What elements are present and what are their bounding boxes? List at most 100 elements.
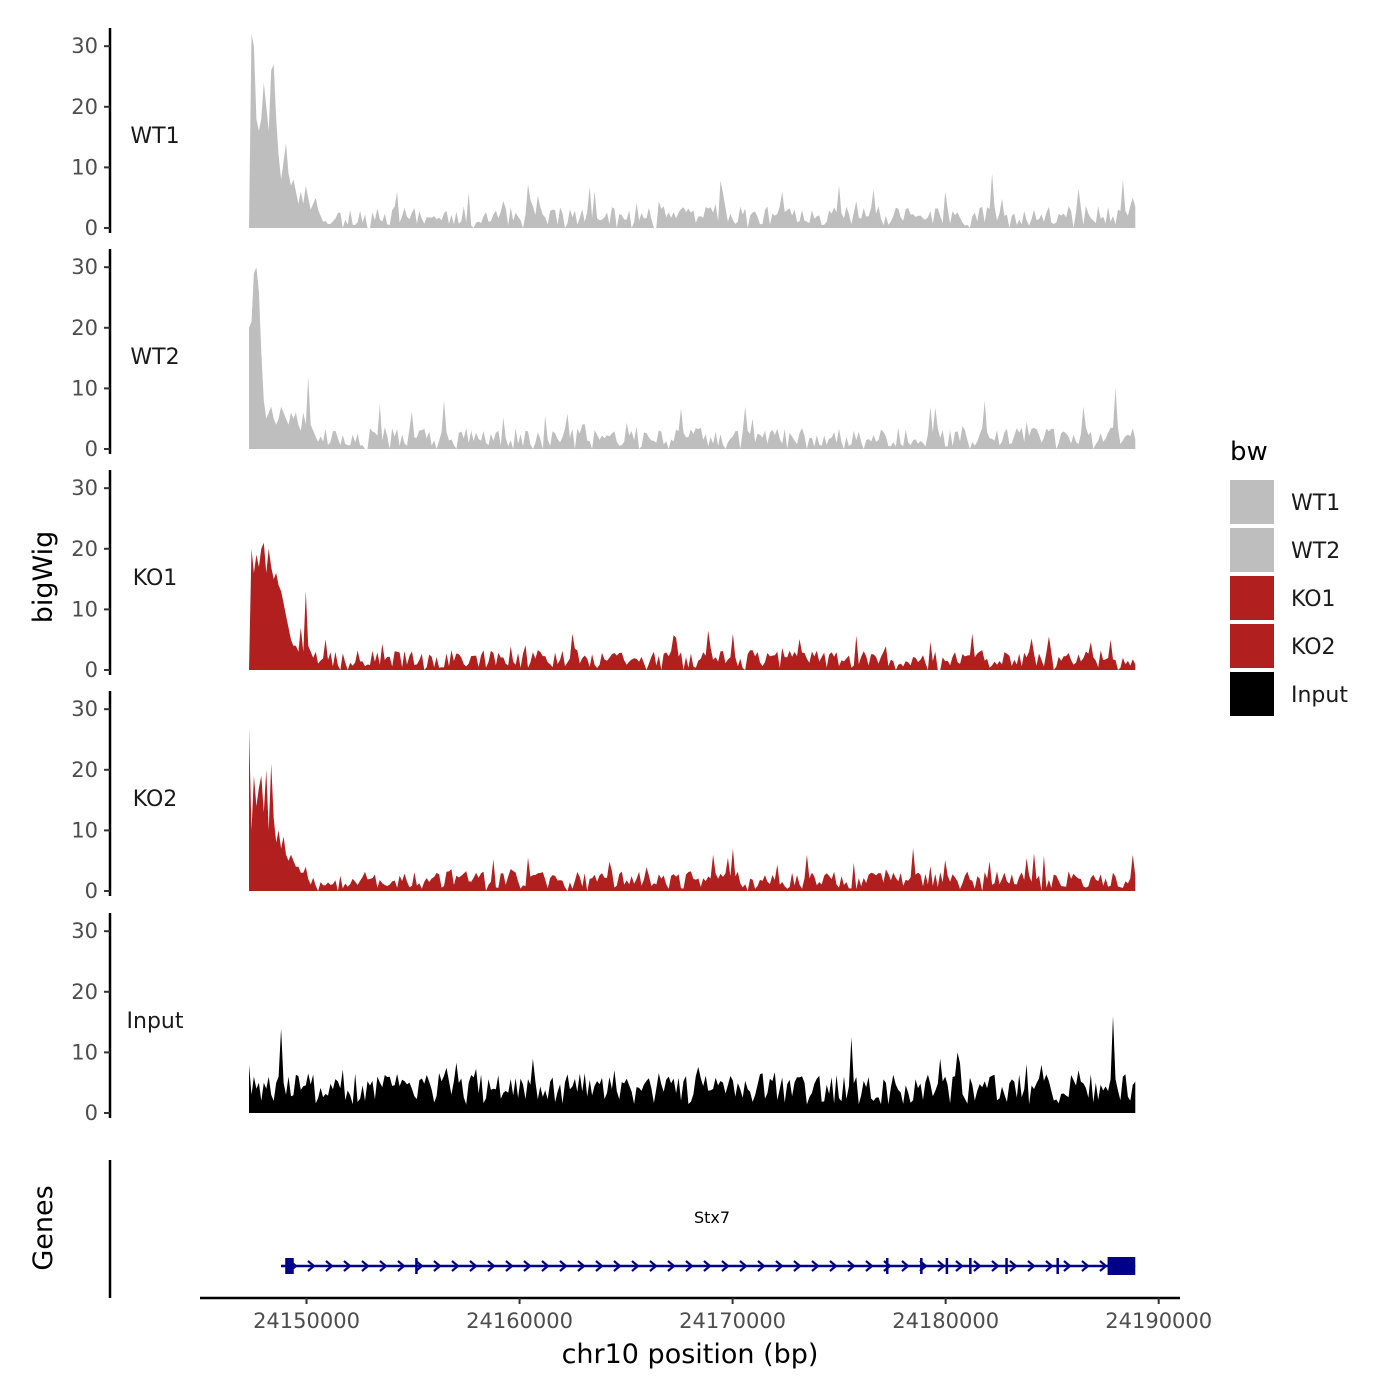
y-tick-label: 0 xyxy=(85,216,98,240)
legend-title: bw xyxy=(1230,437,1268,467)
area-ko2 xyxy=(249,727,1136,891)
strand-arrow xyxy=(739,1260,748,1272)
x-tick-label: 24170000 xyxy=(679,1309,786,1333)
strand-arrow xyxy=(397,1260,406,1272)
track-label-ko2: KO2 xyxy=(133,787,178,812)
track-label-wt2: WT2 xyxy=(130,345,179,370)
gene-exon xyxy=(886,1258,889,1274)
y-tick-label: 0 xyxy=(85,437,98,461)
strand-arrow xyxy=(703,1260,712,1272)
legend-key-wt2 xyxy=(1230,528,1274,572)
track-input: 0 10 20 30 Input xyxy=(71,913,1136,1125)
y-tick-label: 0 xyxy=(85,658,98,682)
legend-key-ko2 xyxy=(1230,624,1274,668)
strand-arrow xyxy=(883,1260,892,1272)
strand-arrow xyxy=(613,1260,622,1272)
legend-key-ko1 xyxy=(1230,576,1274,620)
strand-arrow xyxy=(847,1260,856,1272)
strand-arrow xyxy=(379,1260,388,1272)
strand-arrow xyxy=(1045,1260,1054,1272)
track-wt2: 0 10 20 30 WT2 xyxy=(71,249,1136,461)
strand-arrow xyxy=(559,1260,568,1272)
y-tick-label: 20 xyxy=(71,980,98,1004)
track-label-input: Input xyxy=(127,1009,184,1034)
strand-arrow xyxy=(757,1260,766,1272)
area-wt2 xyxy=(249,267,1136,449)
gene-exon xyxy=(415,1258,418,1274)
x-tick-label: 24160000 xyxy=(466,1309,573,1333)
strand-arrow xyxy=(793,1260,802,1272)
y-tick-label: 20 xyxy=(71,95,98,119)
strand-arrow xyxy=(865,1260,874,1272)
y-tick-label: 30 xyxy=(71,697,98,721)
y-tick-label: 10 xyxy=(71,597,98,621)
legend: bw WT1 WT2 KO1 KO2 Input xyxy=(1230,437,1348,716)
strand-arrow xyxy=(451,1260,460,1272)
gene-exon xyxy=(945,1258,949,1274)
y-tick-label: 0 xyxy=(85,879,98,903)
gene-exon xyxy=(1005,1258,1008,1274)
strand-arrow xyxy=(901,1260,910,1272)
strand-arrow xyxy=(973,1260,982,1272)
y-tick-label: 10 xyxy=(71,1040,98,1064)
track-ko2: 0 10 20 30 KO2 xyxy=(71,691,1136,903)
legend-label-input: Input xyxy=(1291,683,1348,708)
x-axis: 24150000 24160000 24170000 24180000 24190000 xyxy=(200,1296,1212,1333)
strand-arrow xyxy=(775,1260,784,1272)
strand-arrow xyxy=(829,1260,838,1272)
y-tick-label: 10 xyxy=(71,155,98,179)
strand-arrow xyxy=(487,1260,496,1272)
legend-key-input xyxy=(1230,672,1274,716)
gene-exon xyxy=(1056,1258,1059,1274)
strand-arrow xyxy=(685,1260,694,1272)
x-tick-label: 24190000 xyxy=(1105,1309,1212,1333)
area-ko1 xyxy=(249,542,1136,670)
strand-arrow xyxy=(361,1260,370,1272)
strand-arrow xyxy=(505,1260,514,1272)
y-tick-label: 0 xyxy=(85,1101,98,1125)
y-tick-label: 20 xyxy=(71,758,98,782)
gene-exon xyxy=(1107,1257,1136,1275)
y-tick-label: 10 xyxy=(71,376,98,400)
strand-arrow xyxy=(811,1260,820,1272)
strand-arrow xyxy=(991,1260,1000,1272)
area-wt1 xyxy=(249,34,1136,228)
legend-key-wt1 xyxy=(1230,480,1274,524)
gene-exon xyxy=(285,1258,294,1274)
strand-arrow xyxy=(325,1260,334,1272)
legend-label-ko1: KO1 xyxy=(1291,587,1336,612)
strand-arrow xyxy=(649,1260,658,1272)
gene-name: Stx7 xyxy=(694,1208,730,1227)
strand-arrow xyxy=(937,1260,946,1272)
y-tick-label: 20 xyxy=(71,537,98,561)
x-tick-label: 24180000 xyxy=(892,1309,999,1333)
strand-arrow xyxy=(433,1260,442,1272)
strand-arrow xyxy=(1099,1260,1108,1272)
legend-label-ko2: KO2 xyxy=(1291,635,1336,660)
strand-arrow xyxy=(415,1260,424,1272)
strand-arrow xyxy=(577,1260,586,1272)
y-tick-label: 30 xyxy=(71,255,98,279)
strand-arrow xyxy=(595,1260,604,1272)
strand-arrow xyxy=(307,1260,316,1272)
x-axis-title: chr10 position (bp) xyxy=(562,1339,819,1370)
legend-label-wt2: WT2 xyxy=(1291,539,1340,564)
strand-arrow xyxy=(469,1260,478,1272)
genes-panel-label: Genes xyxy=(28,1185,59,1270)
strand-arrow xyxy=(1009,1260,1018,1272)
track-ko1: 0 10 20 30 KO1 xyxy=(71,470,1136,682)
genes-panel: Genes Stx7 xyxy=(28,1160,1136,1298)
strand-arrow xyxy=(955,1260,964,1272)
gene-exon xyxy=(969,1258,972,1274)
strand-arrow xyxy=(1081,1260,1090,1272)
y-tick-label: 10 xyxy=(71,818,98,842)
strand-arrow xyxy=(631,1260,640,1272)
y-axis-title: bigWig xyxy=(28,531,59,624)
track-label-ko1: KO1 xyxy=(133,566,178,591)
y-tick-label: 30 xyxy=(71,476,98,500)
strand-arrow xyxy=(1027,1260,1036,1272)
y-tick-label: 20 xyxy=(71,316,98,340)
y-tick-label: 30 xyxy=(71,34,98,58)
y-tick-label: 30 xyxy=(71,919,98,943)
